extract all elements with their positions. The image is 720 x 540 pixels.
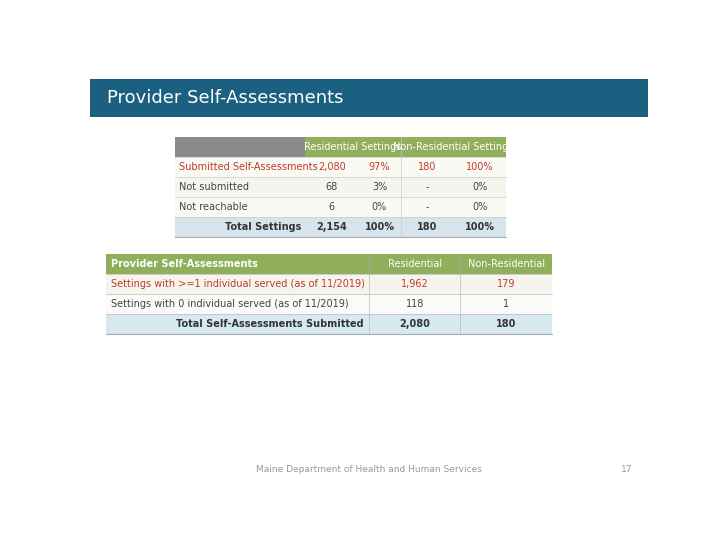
Bar xyxy=(106,314,552,334)
Text: 3%: 3% xyxy=(372,182,387,192)
Bar xyxy=(175,217,506,237)
Text: Non-Residential: Non-Residential xyxy=(467,259,545,269)
Text: 0%: 0% xyxy=(472,182,487,192)
Text: -: - xyxy=(426,182,429,192)
Bar xyxy=(106,274,552,294)
Text: 68: 68 xyxy=(325,182,338,192)
Text: 1,962: 1,962 xyxy=(401,279,428,289)
Text: Settings with 0 individual served (as of 11/2019): Settings with 0 individual served (as of… xyxy=(111,299,348,309)
Text: Total Settings: Total Settings xyxy=(225,222,302,232)
Bar xyxy=(305,137,401,157)
Text: Provider Self-Assessments: Provider Self-Assessments xyxy=(111,259,258,269)
Bar xyxy=(106,294,552,314)
Text: 100%: 100% xyxy=(364,222,395,232)
Text: Provider Self-Assessments: Provider Self-Assessments xyxy=(107,89,343,107)
Text: 97%: 97% xyxy=(369,162,390,172)
Bar xyxy=(90,79,648,117)
Text: 0%: 0% xyxy=(372,202,387,212)
Text: -: - xyxy=(426,202,429,212)
Text: Maine Department of Health and Human Services: Maine Department of Health and Human Ser… xyxy=(256,465,482,474)
Text: Residential: Residential xyxy=(387,259,442,269)
Text: 100%: 100% xyxy=(466,162,494,172)
Text: 180: 180 xyxy=(417,222,437,232)
Text: 2,080: 2,080 xyxy=(318,162,346,172)
Bar xyxy=(175,137,305,157)
Text: 6: 6 xyxy=(329,202,335,212)
Text: 1: 1 xyxy=(503,299,509,309)
Text: 0%: 0% xyxy=(472,202,487,212)
Bar xyxy=(401,137,506,157)
Text: Not reachable: Not reachable xyxy=(179,202,248,212)
Text: 179: 179 xyxy=(497,279,516,289)
Text: 17: 17 xyxy=(621,465,632,474)
Text: Total Self-Assessments Submitted: Total Self-Assessments Submitted xyxy=(176,319,364,329)
Text: 180: 180 xyxy=(418,162,436,172)
Text: 118: 118 xyxy=(405,299,424,309)
Bar xyxy=(175,157,506,177)
Text: Settings with >=1 individual served (as of 11/2019): Settings with >=1 individual served (as … xyxy=(111,279,365,289)
Text: Not submitted: Not submitted xyxy=(179,182,249,192)
Text: 180: 180 xyxy=(496,319,516,329)
Bar xyxy=(106,254,552,274)
Text: 2,080: 2,080 xyxy=(400,319,430,329)
Bar xyxy=(175,177,506,197)
Text: Residential Settings: Residential Settings xyxy=(305,142,402,152)
Text: Submitted Self-Assessments: Submitted Self-Assessments xyxy=(179,162,318,172)
Text: Non-Residential Settings: Non-Residential Settings xyxy=(393,142,513,152)
Text: 2,154: 2,154 xyxy=(316,222,347,232)
Bar xyxy=(175,197,506,217)
Text: 100%: 100% xyxy=(465,222,495,232)
